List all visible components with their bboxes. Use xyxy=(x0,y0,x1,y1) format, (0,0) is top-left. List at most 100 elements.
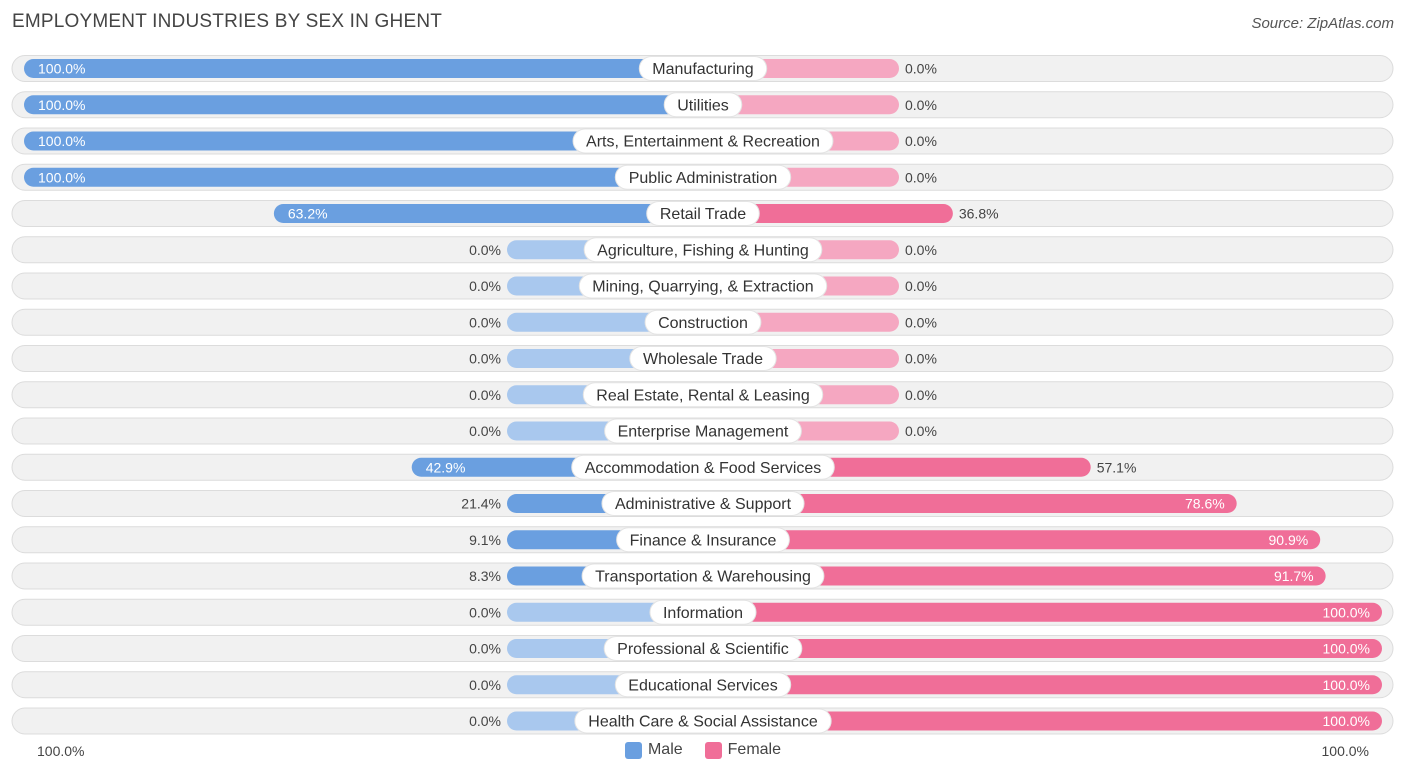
value-label-male: 0.0% xyxy=(469,641,501,657)
category-label: Wholesale Trade xyxy=(643,351,763,368)
value-label-female: 0.0% xyxy=(905,61,937,77)
legend-label-female: Female xyxy=(727,741,782,758)
value-label-male: 0.0% xyxy=(469,423,501,439)
category-pill xyxy=(581,563,825,589)
bar-male xyxy=(24,167,703,187)
bar-female xyxy=(703,675,1382,695)
category-pill xyxy=(572,128,834,154)
category-label: Manufacturing xyxy=(652,61,753,78)
value-label-male: 0.0% xyxy=(469,713,501,729)
value-label-female: 0.0% xyxy=(905,169,937,185)
value-label-female: 100.0% xyxy=(1323,677,1370,693)
value-label-male: 0.0% xyxy=(469,278,501,294)
axis-right-label: 100.0% xyxy=(1321,743,1369,759)
value-label-male: 100.0% xyxy=(38,169,85,185)
category-pill xyxy=(644,309,762,335)
category-label: Arts, Entertainment & Recreation xyxy=(586,134,820,151)
value-label-female: 0.0% xyxy=(905,351,937,367)
value-label-male: 0.0% xyxy=(469,604,501,620)
chart-title: EMPLOYMENT INDUSTRIES BY SEX IN GHENT xyxy=(12,11,443,32)
value-label-female: 0.0% xyxy=(905,387,937,403)
category-pill xyxy=(574,708,832,734)
bar-female xyxy=(703,204,953,223)
value-label-male: 0.0% xyxy=(469,387,501,403)
legend: Male Female xyxy=(0,741,1406,759)
value-label-female: 91.7% xyxy=(1274,568,1314,584)
category-label: Utilities xyxy=(677,97,729,114)
category-label: Mining, Quarrying, & Extraction xyxy=(592,279,813,296)
category-label: Construction xyxy=(658,315,748,332)
bar-female xyxy=(703,639,1382,658)
value-label-male: 0.0% xyxy=(469,351,501,367)
value-label-female: 0.0% xyxy=(905,314,937,330)
value-label-male: 0.0% xyxy=(469,677,501,693)
category-label: Educational Services xyxy=(628,677,777,694)
category-label: Accommodation & Food Services xyxy=(585,460,822,477)
value-label-female: 90.9% xyxy=(1269,532,1309,548)
value-label-male: 100.0% xyxy=(38,133,85,149)
category-label: Health Care & Social Assistance xyxy=(588,714,818,731)
value-label-female: 0.0% xyxy=(905,242,937,258)
category-label: Professional & Scientific xyxy=(617,641,789,658)
value-label-male: 42.9% xyxy=(426,459,466,475)
legend-swatch-female xyxy=(704,741,722,759)
bar-female xyxy=(703,95,899,115)
value-label-female: 0.0% xyxy=(905,423,937,439)
category-label: Real Estate, Rental & Leasing xyxy=(596,387,809,404)
category-pill xyxy=(571,454,835,480)
axis-left-label: 100.0% xyxy=(37,743,85,759)
value-label-male: 0.0% xyxy=(469,314,501,330)
value-label-female: 0.0% xyxy=(905,133,937,149)
legend-item-male[interactable]: Male xyxy=(624,741,683,759)
category-pill xyxy=(663,92,743,118)
value-label-male: 21.4% xyxy=(461,496,501,512)
value-label-female: 0.0% xyxy=(905,97,937,113)
category-label: Enterprise Management xyxy=(618,424,789,441)
value-label-male: 9.1% xyxy=(469,532,501,548)
value-label-female: 0.0% xyxy=(905,278,937,294)
value-label-female: 36.8% xyxy=(959,206,999,222)
category-pill xyxy=(583,237,823,263)
value-label-male: 63.2% xyxy=(288,206,328,222)
category-label: Transportation & Warehousing xyxy=(595,569,811,586)
category-pill xyxy=(638,56,768,81)
category-pill xyxy=(629,346,777,371)
category-label: Retail Trade xyxy=(660,206,746,223)
category-pill xyxy=(601,491,805,516)
value-label-female: 100.0% xyxy=(1323,641,1370,657)
category-label: Agriculture, Fishing & Hunting xyxy=(597,242,809,259)
category-label: Information xyxy=(663,605,743,622)
category-label: Administrative & Support xyxy=(615,496,792,513)
value-label-male: 8.3% xyxy=(469,568,501,584)
category-label: Finance & Insurance xyxy=(630,532,777,549)
legend-swatch-male xyxy=(624,741,642,759)
bar-male xyxy=(24,131,703,151)
value-label-female: 100.0% xyxy=(1323,713,1370,729)
bar-female xyxy=(703,530,1321,550)
category-pill xyxy=(649,599,757,625)
bar-male xyxy=(273,204,703,223)
bar-female xyxy=(703,494,1237,513)
bar-male xyxy=(24,59,703,78)
source-label: Source: ZipAtlas.com xyxy=(1251,15,1394,32)
bar-female xyxy=(703,711,1382,731)
value-label-male: 100.0% xyxy=(38,61,85,77)
legend-label-male: Male xyxy=(647,741,683,758)
value-label-male: 0.0% xyxy=(469,242,501,258)
category-label: Public Administration xyxy=(629,170,778,187)
value-label-male: 100.0% xyxy=(38,97,85,113)
category-pill xyxy=(646,201,760,226)
category-pill xyxy=(616,527,790,553)
bar-female xyxy=(703,602,1382,622)
category-pill xyxy=(582,382,824,408)
category-pill xyxy=(614,164,792,190)
category-pill xyxy=(603,636,803,661)
legend-item-female[interactable]: Female xyxy=(704,741,782,759)
bar-female xyxy=(703,566,1326,586)
category-pill xyxy=(604,418,802,444)
value-label-female: 100.0% xyxy=(1323,604,1370,620)
value-label-female: 57.1% xyxy=(1097,459,1137,475)
category-pill xyxy=(578,273,828,299)
value-label-female: 78.6% xyxy=(1185,496,1225,512)
